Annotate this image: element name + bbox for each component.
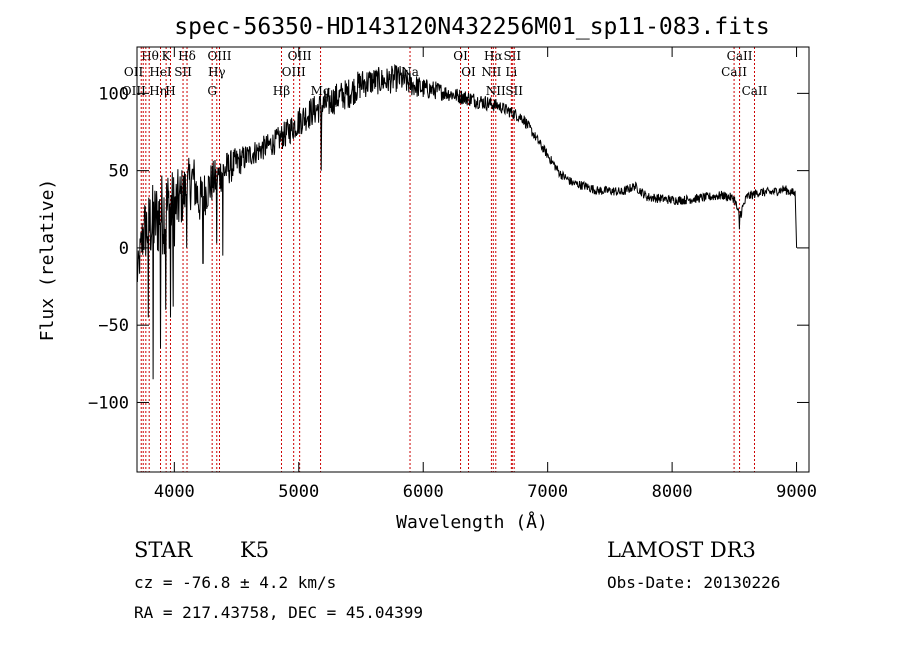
spectral-line-label: OI [453, 49, 468, 63]
x-tick-label: 8000 [652, 482, 693, 502]
spectral-line-label: HeI [149, 65, 172, 79]
spectrum-layer [136, 64, 798, 380]
spectral-line-label: OI [461, 65, 476, 79]
spectral-line-label: SII [503, 49, 521, 63]
spectral-line-label: OIII [282, 65, 306, 79]
object-class: STAR [134, 538, 193, 562]
spectral-line-label: SII [505, 84, 523, 98]
spectral-line-label: Li [505, 65, 517, 79]
object-subclass: K5 [240, 538, 270, 562]
y-tick-label: 100 [98, 84, 129, 104]
spectral-line-label: CaII [727, 49, 753, 63]
velocity-readout: cz = -76.8 ± 4.2 km/s [134, 573, 337, 592]
spectral-line-label: NII [486, 84, 506, 98]
spectral-line-label: Hα [484, 49, 503, 63]
spectral-line-label: Hη [149, 84, 167, 98]
spectral-line-label: OIII [288, 49, 312, 63]
y-tick-label: 0 [119, 239, 129, 259]
x-tick-label: 7000 [527, 482, 568, 502]
axes: 4000 5000 6000 7000 8000 9000 −100 −50 0 50 100 [88, 47, 817, 502]
chart-title: spec-56350-HD143120N432256M01_sp11-083.f… [174, 14, 769, 40]
spectral-line-label: Hθ [141, 49, 159, 63]
spectral-line-label: NII [481, 65, 501, 79]
spectral-line-label: OIII [207, 49, 231, 63]
spectral-line-label: Hβ [273, 84, 290, 98]
x-tick-label: 9000 [776, 482, 817, 502]
spectral-line-label: Hδ [178, 49, 196, 63]
coordinates: RA = 217.43758, DEC = 45.04399 [134, 603, 423, 622]
x-tick-label: 5000 [278, 482, 319, 502]
spectrum-line [136, 64, 798, 380]
spectral-line-label: CaII [721, 65, 747, 79]
spectral-line-label: OIII [122, 84, 146, 98]
y-tick-label: 50 [109, 162, 129, 182]
spectral-line-label: Hγ [208, 65, 226, 79]
plot-frame [136, 46, 810, 473]
spectral-line-label: CaII [742, 84, 768, 98]
spectral-line-label: H [165, 84, 175, 98]
obs-date: Obs-Date: 20130226 [607, 573, 781, 592]
x-tick-label: 4000 [154, 482, 195, 502]
x-tick-label: 6000 [403, 482, 444, 502]
y-axis-label: Flux (relative) [37, 179, 58, 342]
y-tick-label: −50 [98, 316, 129, 336]
spectral-line-label: OII [124, 65, 144, 79]
spectral-line-label: SII [174, 65, 192, 79]
x-axis-label: Wavelength (Å) [396, 511, 548, 533]
spectral-line-label: K [162, 49, 172, 63]
survey-name: LAMOST DR3 [607, 538, 756, 562]
spectral-line-label: G [207, 84, 217, 98]
y-tick-label: −100 [88, 393, 129, 413]
